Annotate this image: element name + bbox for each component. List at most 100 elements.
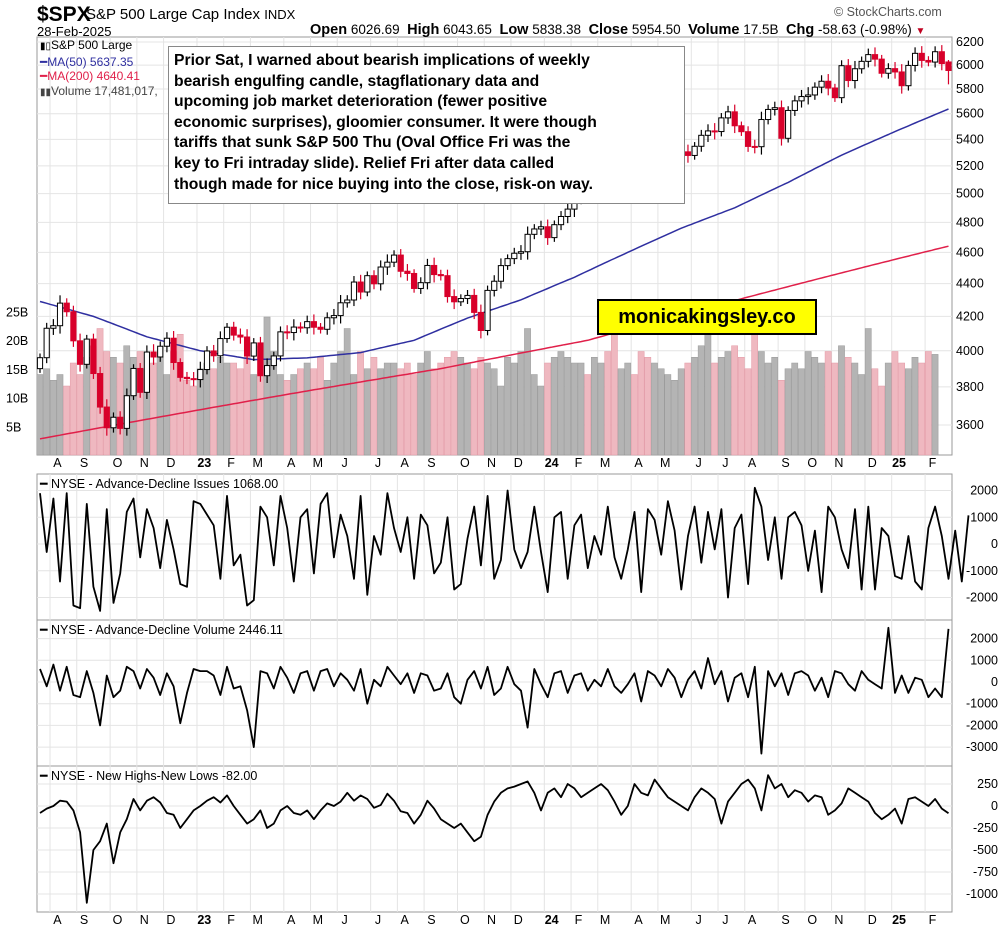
volume-bar	[497, 385, 505, 456]
candle-body	[698, 134, 705, 147]
candle-body	[457, 298, 464, 303]
candle	[537, 220, 545, 236]
legend-ma200-label: MA(200) 4640.41	[47, 69, 140, 83]
month-tick-label: D	[166, 913, 175, 927]
candle-body	[410, 272, 418, 289]
volume-bar	[637, 351, 645, 456]
candle-body	[891, 68, 899, 73]
candle	[765, 104, 772, 125]
ohlc-readout: Open 6026.69 High 6043.65 Low 5838.38 Cl…	[310, 22, 925, 38]
candle	[871, 47, 879, 67]
candle	[704, 124, 712, 142]
candle	[691, 142, 698, 160]
volume-bar	[604, 351, 612, 456]
month-tick-label: A	[53, 456, 62, 470]
candle	[344, 295, 351, 308]
volume-bar	[277, 374, 284, 456]
ad-volume-tick-label: -2000	[966, 718, 998, 732]
volume-bar	[851, 362, 859, 456]
volume-bar	[778, 380, 785, 456]
candle	[731, 104, 738, 134]
volume-bar	[530, 374, 538, 456]
candle-body	[831, 87, 839, 99]
candle-body	[704, 130, 712, 136]
candle-body	[718, 117, 725, 133]
month-tick-label: D	[514, 456, 523, 470]
bar-chart-icon: ▮▮	[40, 86, 52, 98]
candle-body	[143, 351, 150, 393]
month-tick-label: M	[660, 456, 670, 470]
candle	[163, 332, 171, 353]
annotation-line: upcoming job market deterioration (fewer…	[174, 93, 548, 111]
volume-bar	[570, 362, 578, 456]
candle-body	[377, 266, 384, 285]
volume-bar	[771, 357, 779, 456]
candle-body	[237, 334, 244, 338]
volume-bar	[898, 362, 905, 456]
candle-body	[257, 342, 264, 377]
volume-bar	[150, 362, 157, 456]
volume-bar	[724, 351, 732, 456]
candle-body	[264, 365, 271, 377]
volume-bar	[176, 334, 184, 456]
volume-bar	[223, 362, 231, 456]
candle-body	[724, 111, 732, 119]
volume-bar	[323, 380, 331, 456]
candle-body	[544, 226, 551, 239]
volume-bar	[924, 351, 932, 456]
volume-bar	[397, 368, 404, 456]
candle	[337, 294, 344, 324]
month-tick-label: 23	[197, 456, 211, 470]
candle	[110, 412, 117, 433]
candle-body	[491, 280, 498, 291]
volume-bar	[824, 351, 832, 456]
candle	[457, 294, 464, 307]
candle-body	[464, 294, 471, 300]
volume-bar	[250, 374, 258, 456]
month-tick-label: S	[781, 913, 789, 927]
candle	[718, 113, 725, 137]
price-legend: ▮▯S&P 500 Large ━MA(50) 5637.35 ━MA(200)…	[40, 38, 158, 100]
candle	[290, 319, 297, 341]
nh-nl-tick-label: 0	[991, 799, 998, 813]
candle	[484, 285, 491, 336]
volume-bar	[510, 362, 518, 456]
ad-volume-title: NYSE - Advance-Decline Volume 2446.11	[51, 623, 283, 637]
candle	[738, 121, 745, 136]
down-arrow-icon: ▼	[915, 26, 926, 37]
volume-bar	[617, 368, 625, 456]
candle-body	[798, 96, 805, 102]
month-tick-label: S	[80, 456, 88, 470]
chart-date: 28-Feb-2025	[37, 24, 112, 39]
candle	[504, 254, 511, 270]
candle	[177, 358, 184, 382]
candle	[103, 399, 110, 436]
volume-bar	[63, 385, 70, 456]
volume-tick-label: 10B	[6, 392, 28, 406]
price-tick-label: 4200	[956, 309, 984, 323]
candle	[858, 56, 865, 74]
volume-bar	[564, 357, 571, 456]
candle-body	[137, 367, 144, 393]
ad-issues-tick-label: 0	[991, 537, 998, 551]
candle-body	[390, 254, 398, 263]
month-tick-label: O	[807, 913, 817, 927]
price-tick-label: 3800	[956, 380, 984, 394]
month-tick-label: F	[575, 456, 583, 470]
chg-label: Chg	[786, 22, 815, 38]
volume-bar	[664, 374, 672, 456]
volume-bar	[717, 357, 725, 456]
month-tick-label: F	[575, 913, 583, 927]
volume-bar	[884, 362, 892, 456]
candle	[511, 247, 518, 265]
candle	[137, 363, 144, 398]
candle-body	[404, 270, 411, 274]
volume-bar	[611, 328, 618, 456]
low-value: 5838.38	[532, 22, 582, 37]
month-tick-label: A	[748, 913, 757, 927]
panel-title-ad-issues: ━ NYSE - Advance-Decline Issues 1068.00	[40, 477, 279, 491]
candle-body	[50, 325, 57, 329]
candle	[264, 358, 271, 383]
candle-body	[845, 65, 852, 82]
stockcharts-credit[interactable]: © StockCharts.com	[834, 5, 942, 19]
